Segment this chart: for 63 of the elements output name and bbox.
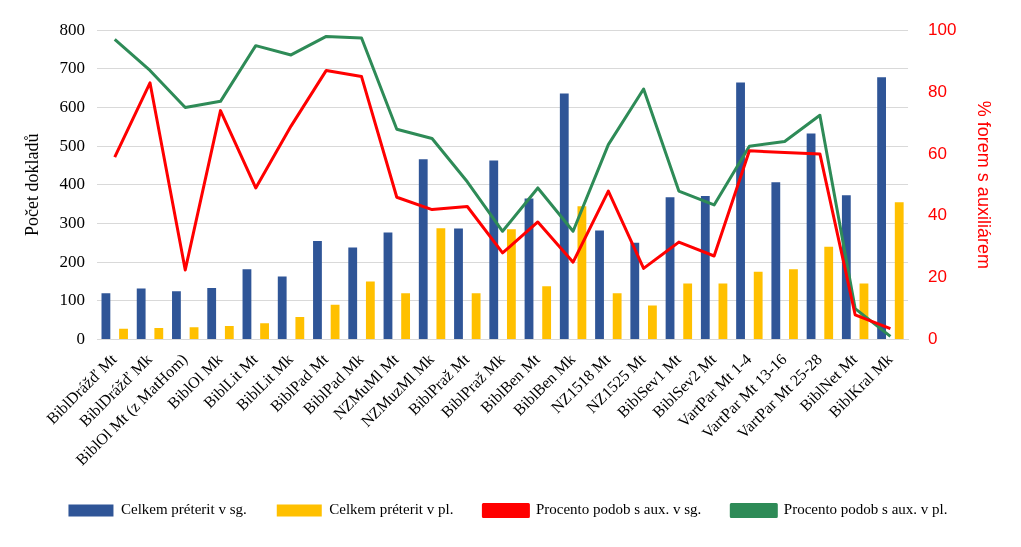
bar bbox=[436, 228, 446, 340]
legend-label: Procento podob s aux. v sg. bbox=[535, 501, 702, 518]
bar bbox=[224, 325, 234, 340]
bar bbox=[718, 283, 728, 340]
bar bbox=[348, 247, 358, 340]
y-tick-label: 600 bbox=[59, 97, 86, 116]
bar bbox=[894, 202, 904, 340]
bar bbox=[700, 196, 710, 340]
bar bbox=[418, 159, 428, 340]
bar bbox=[471, 293, 481, 340]
bar bbox=[559, 93, 569, 340]
bar bbox=[824, 246, 834, 340]
bar bbox=[365, 281, 375, 340]
y2-axis-title: % forem s auxiliárem bbox=[974, 100, 995, 269]
bar bbox=[401, 293, 411, 340]
legend-label: Celkem préterit v pl. bbox=[329, 501, 454, 518]
bar bbox=[119, 328, 128, 340]
bar bbox=[736, 82, 745, 340]
bar bbox=[753, 271, 763, 340]
y-tick-label: 400 bbox=[59, 174, 86, 194]
bar bbox=[789, 269, 798, 340]
y2-tick-label: 0 bbox=[928, 329, 938, 349]
y-tick-label: 700 bbox=[59, 58, 86, 78]
y2-tick-label: 80 bbox=[928, 81, 947, 101]
bar bbox=[207, 288, 217, 340]
bar bbox=[136, 288, 146, 340]
legend-label: Celkem préterit v sg. bbox=[120, 501, 247, 518]
bar bbox=[630, 242, 640, 340]
y-tick-label: 200 bbox=[59, 251, 86, 271]
bar bbox=[771, 182, 781, 340]
y-tick-label: 0 bbox=[76, 328, 86, 348]
bar bbox=[877, 77, 886, 340]
y2-tick-label: 20 bbox=[928, 267, 947, 287]
y2-tick-label: 100 bbox=[928, 19, 957, 39]
y-tick-label: 800 bbox=[59, 19, 86, 39]
bar bbox=[189, 327, 199, 340]
bar bbox=[577, 206, 587, 340]
bar bbox=[242, 269, 252, 340]
legend-label: Procento podob s aux. v pl. bbox=[783, 501, 948, 518]
bar bbox=[313, 240, 322, 340]
bar bbox=[542, 286, 552, 340]
bar bbox=[172, 291, 181, 340]
y-tick-label: 100 bbox=[59, 290, 86, 310]
y2-tick-label: 60 bbox=[928, 143, 947, 163]
bar bbox=[595, 230, 604, 340]
bar bbox=[277, 276, 287, 340]
y-tick-label: 300 bbox=[59, 213, 86, 232]
y-axis-title: Počet dokladů bbox=[21, 133, 42, 237]
bar bbox=[330, 304, 340, 340]
bar bbox=[612, 293, 622, 340]
bar bbox=[454, 228, 463, 340]
bar bbox=[260, 323, 269, 340]
y2-tick-label: 40 bbox=[928, 205, 947, 225]
bar bbox=[506, 229, 516, 340]
bar bbox=[683, 283, 693, 340]
bar bbox=[648, 305, 657, 340]
bar bbox=[489, 160, 499, 340]
bar bbox=[295, 317, 305, 340]
bar bbox=[383, 232, 393, 340]
bar bbox=[101, 293, 111, 340]
bar bbox=[154, 327, 164, 340]
bar bbox=[806, 133, 816, 340]
y-tick-label: 500 bbox=[59, 135, 86, 155]
